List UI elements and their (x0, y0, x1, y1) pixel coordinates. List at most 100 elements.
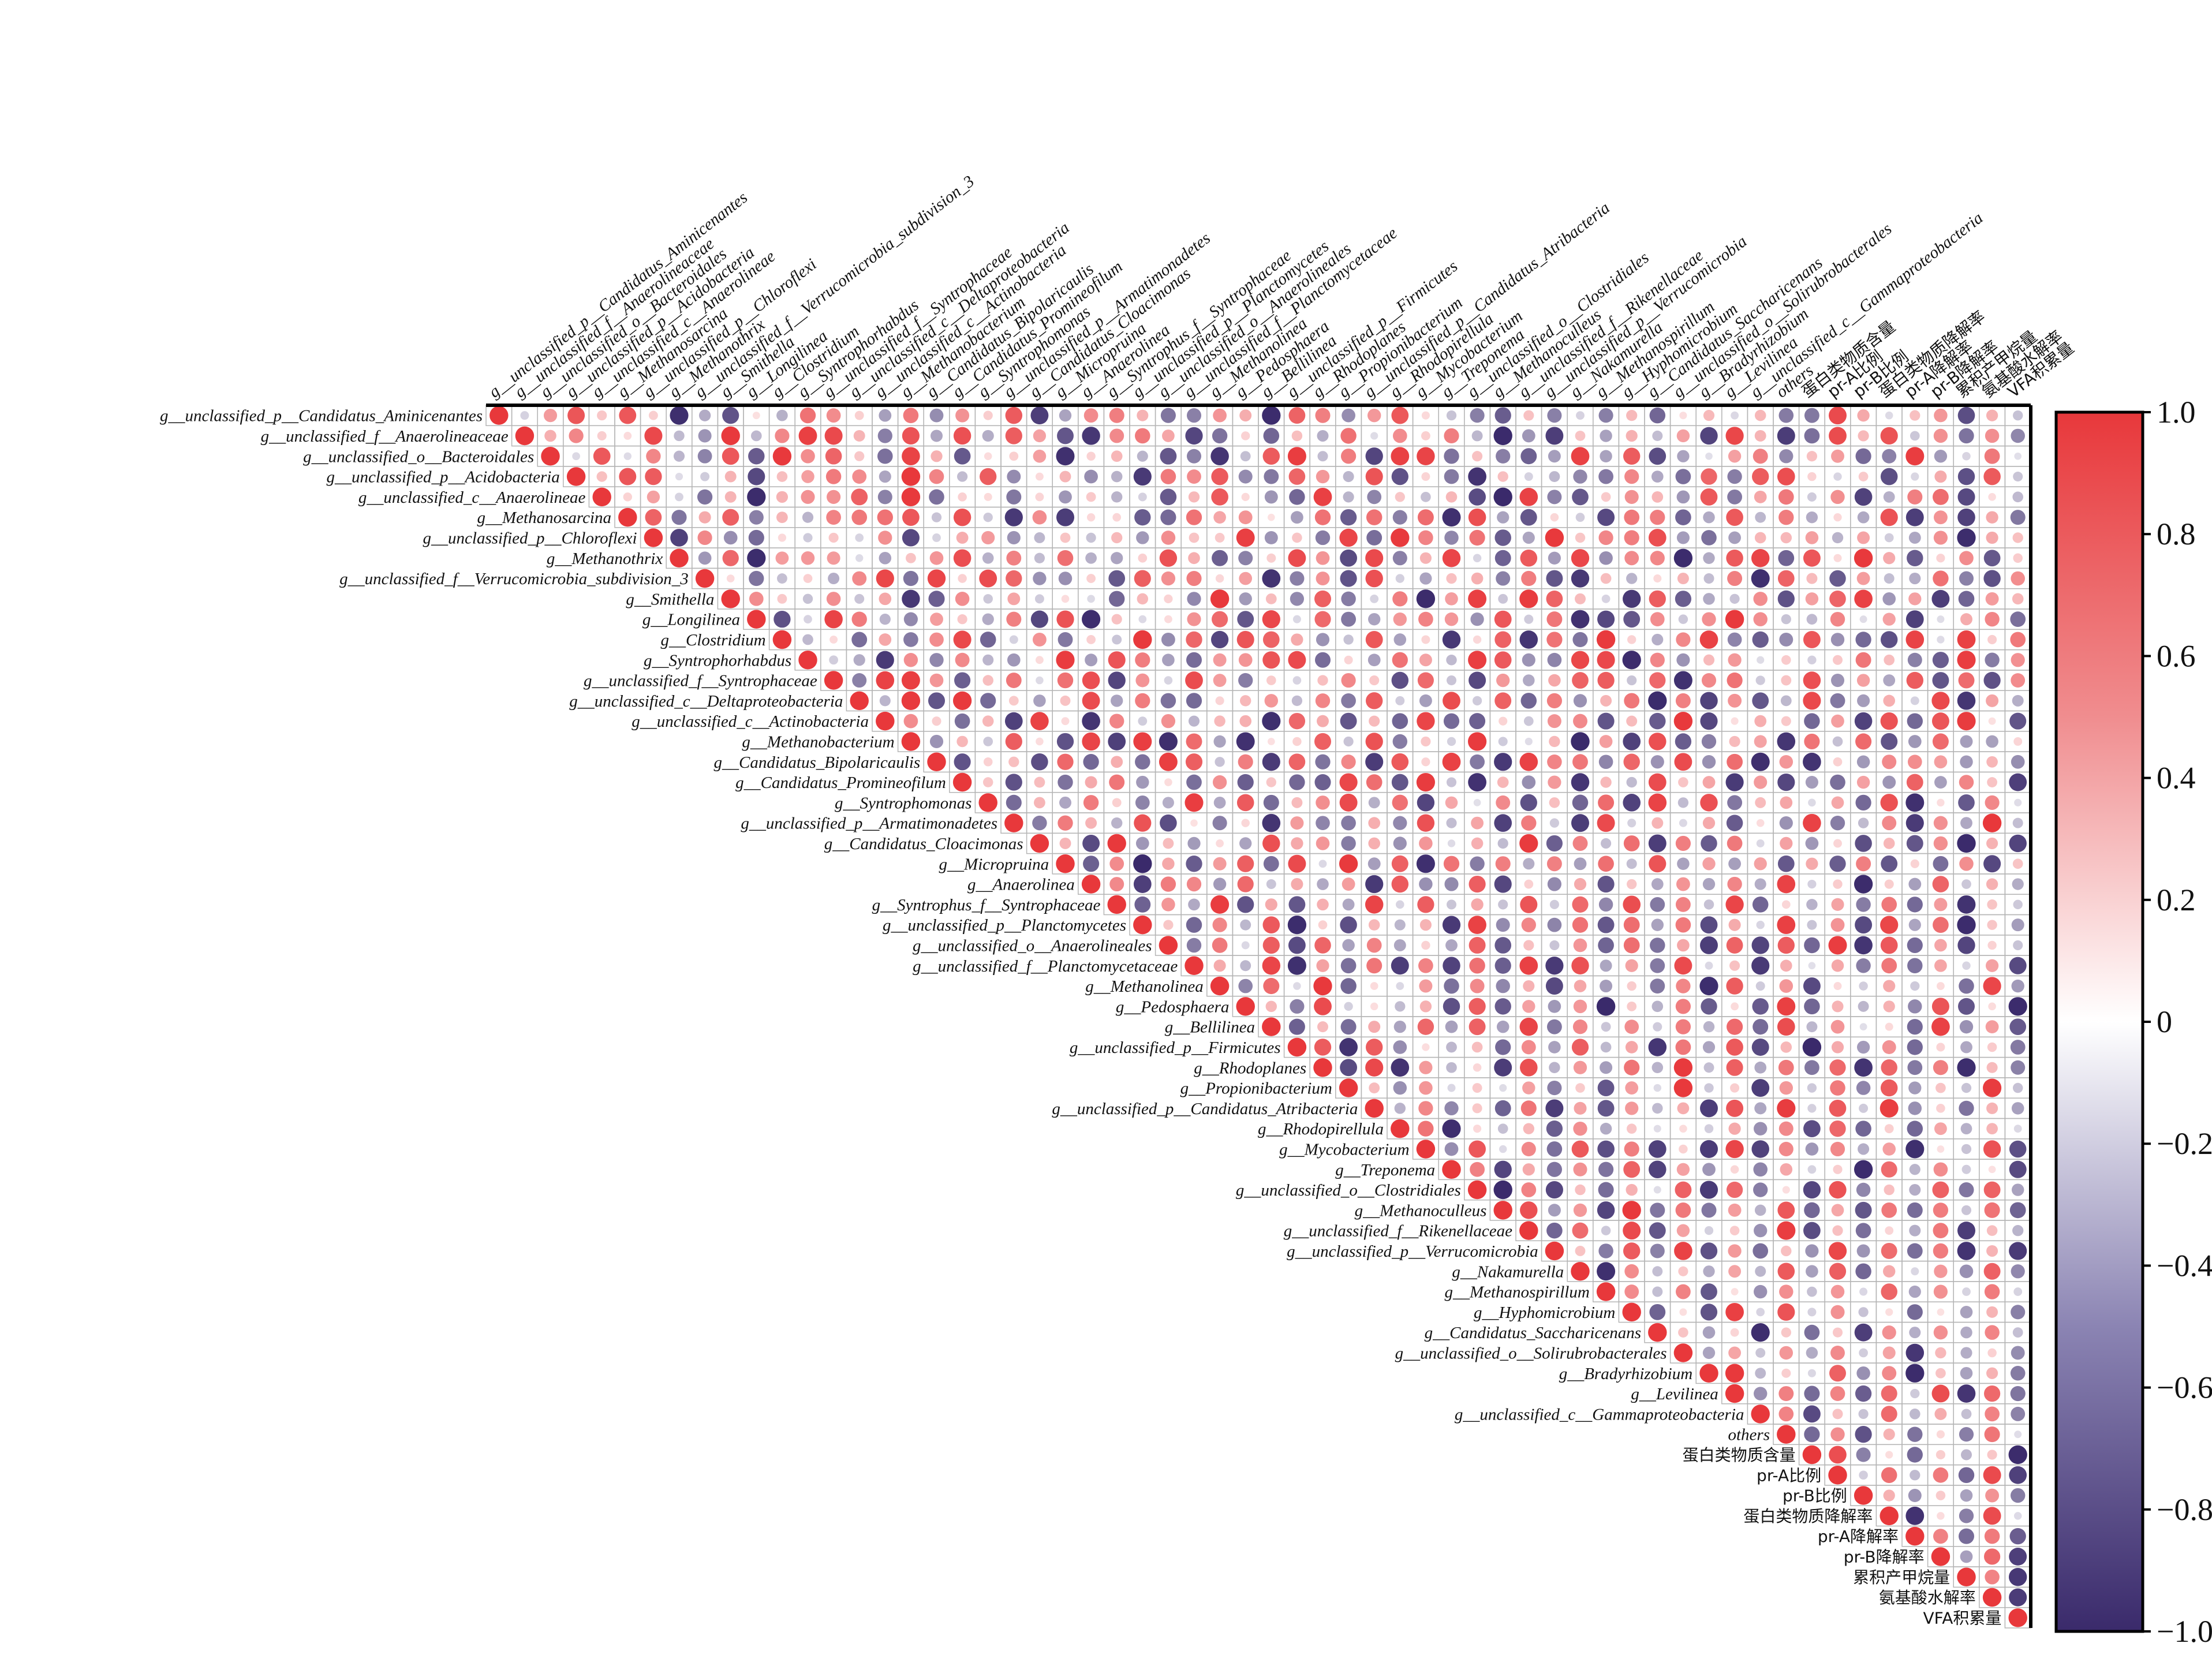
correlation-mark (1494, 529, 1511, 546)
correlation-mark (1549, 899, 1559, 909)
correlation-mark (1419, 1060, 1433, 1074)
correlation-mark (854, 593, 865, 604)
correlation-mark (1808, 798, 1816, 807)
correlation-mark (1932, 672, 1949, 689)
correlation-mark (1493, 487, 1512, 507)
correlation-mark (1160, 693, 1176, 709)
correlation-mark (1830, 633, 1845, 647)
correlation-mark (1651, 878, 1664, 890)
correlation-mark (1986, 1102, 1998, 1114)
row-label: g__Bellilinea (1165, 1018, 1255, 1037)
row-label: g__Candidatus_Saccharicenans (1425, 1324, 1641, 1342)
correlation-mark (721, 589, 740, 608)
correlation-mark (721, 426, 740, 446)
correlation-mark (1546, 693, 1562, 708)
grid-layer (485, 405, 2031, 1629)
correlation-mark (1107, 895, 1126, 914)
correlation-mark (1496, 795, 1511, 810)
correlation-mark (1262, 753, 1280, 771)
correlation-mark (544, 429, 556, 442)
correlation-mark (852, 673, 867, 688)
correlation-mark (1957, 895, 1976, 914)
correlation-mark (1162, 429, 1175, 442)
correlation-mark (1957, 936, 1975, 954)
correlation-mark (1983, 1140, 2001, 1158)
correlation-mark (1315, 408, 1331, 423)
row-label: g__Bradyrhizobium (1559, 1365, 1692, 1383)
correlation-mark (1546, 1161, 1563, 1177)
correlation-mark (1911, 1267, 1919, 1276)
correlation-mark (1905, 1364, 1925, 1383)
correlation-mark (1340, 549, 1358, 567)
correlation-mark (1754, 1061, 1767, 1074)
correlation-mark (1728, 918, 1741, 931)
correlation-mark (1318, 920, 1328, 929)
correlation-mark (1781, 1245, 1792, 1257)
correlation-mark (1340, 570, 1357, 587)
correlation-mark (1494, 1058, 1512, 1077)
correlation-mark (1160, 469, 1176, 484)
correlation-mark (698, 429, 712, 443)
correlation-mark (1808, 962, 1816, 970)
correlation-mark (1597, 1140, 1615, 1158)
correlation-mark (1907, 652, 1922, 667)
correlation-mark (1832, 1327, 1843, 1338)
correlation-mark (1547, 917, 1562, 932)
correlation-mark (1959, 428, 1974, 444)
correlation-mark (1573, 1121, 1587, 1136)
correlation-mark (1753, 449, 1768, 464)
correlation-mark (905, 552, 916, 563)
correlation-mark (1778, 489, 1794, 505)
correlation-mark (1881, 1283, 1897, 1300)
correlation-mark (1726, 937, 1743, 954)
correlation-mark (1392, 794, 1408, 811)
correlation-mark (1832, 1225, 1843, 1236)
correlation-mark (1266, 777, 1276, 787)
correlation-mark (700, 472, 710, 481)
correlation-mark (2012, 694, 2024, 707)
correlation-mark (1985, 1569, 2000, 1585)
correlation-mark (1546, 1121, 1563, 1137)
correlation-mark (2012, 1327, 2023, 1338)
correlation-mark (1598, 1243, 1613, 1258)
correlation-mark (1781, 614, 1791, 625)
correlation-mark (1391, 1058, 1410, 1077)
correlation-mark (1985, 795, 2000, 810)
correlation-mark (1936, 1450, 1945, 1460)
correlation-mark (1777, 1099, 1796, 1118)
correlation-mark (1061, 717, 1070, 726)
correlation-mark (824, 671, 843, 690)
correlation-mark (1751, 1405, 1770, 1424)
correlation-mark (1807, 920, 1817, 930)
correlation-mark (1804, 1426, 1820, 1443)
colorbar-tick-label: 0.4 (2157, 761, 2196, 795)
correlation-mark (1339, 793, 1358, 812)
correlation-mark (1648, 793, 1667, 812)
correlation-mark (1727, 753, 1743, 770)
correlation-mark (1497, 776, 1509, 788)
correlation-mark (1238, 978, 1253, 994)
correlation-mark (1830, 693, 1845, 708)
correlation-mark (1936, 1043, 1945, 1052)
correlation-mark (1393, 1081, 1407, 1095)
correlation-mark (1778, 408, 1794, 423)
correlation-mark (1469, 936, 1486, 954)
correlation-mark (1061, 595, 1070, 603)
correlation-mark (1447, 737, 1456, 746)
correlation-mark (1781, 1368, 1791, 1378)
correlation-mark (1600, 429, 1612, 442)
correlation-mark (1805, 592, 1819, 606)
correlation-mark (1701, 1283, 1717, 1300)
correlation-mark (1262, 406, 1281, 425)
correlation-mark (1905, 1526, 1925, 1546)
correlation-mark (1679, 1125, 1687, 1133)
correlation-mark (982, 777, 993, 787)
correlation-mark (1960, 1366, 1973, 1380)
correlation-mark (1056, 508, 1075, 526)
correlation-mark (1316, 795, 1330, 810)
correlation-mark (1832, 655, 1843, 665)
correlation-mark (1572, 896, 1589, 913)
correlation-mark (1573, 1203, 1587, 1217)
correlation-mark (1086, 451, 1096, 461)
correlation-mark (1240, 919, 1251, 931)
